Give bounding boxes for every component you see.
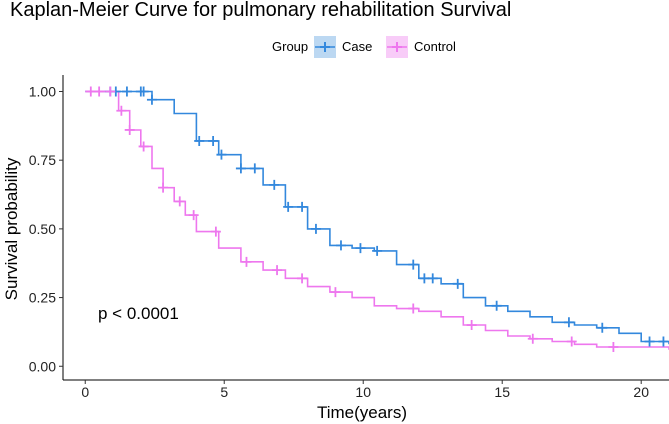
censor-mark-control-9: [210, 226, 221, 237]
chart-title: Kaplan-Meier Curve for pulmonary rehabil…: [10, 0, 511, 21]
legend-label-case: Case: [342, 39, 372, 54]
censor-mark-case-24: [597, 322, 608, 333]
y-tick-label-0.25: 0.25: [29, 290, 56, 306]
x-tick-label-10: 10: [355, 384, 371, 400]
censor-mark-case-19: [419, 273, 430, 284]
censor-mark-control-7: [174, 196, 185, 207]
y-tick-label-1: 1.00: [29, 83, 56, 99]
legend-item-case: Case: [314, 36, 372, 58]
x-tick-label-0: 0: [81, 384, 89, 400]
p-value-annotation: p < 0.0001: [98, 304, 179, 323]
censor-mark-control-1: [94, 86, 105, 97]
censor-mark-case-11: [269, 179, 280, 190]
censor-mark-control-16: [527, 333, 538, 344]
x-axis-label: Time(years): [317, 403, 407, 422]
censor-mark-case-26: [658, 336, 669, 347]
censor-mark-control-5: [138, 141, 149, 152]
censor-mark-case-18: [408, 259, 419, 270]
censor-mark-case-6: [194, 135, 205, 146]
x-tick-label-5: 5: [220, 384, 228, 400]
censor-mark-control-8: [188, 210, 199, 221]
censor-mark-case-13: [297, 201, 308, 212]
x-tick-label-20: 20: [633, 384, 649, 400]
legend-title: Group: [272, 39, 308, 54]
censor-mark-control-10: [241, 256, 252, 267]
plot-area: 0 5 10 15 20 0.00 0.25 0.50 0.75 1.00: [29, 75, 669, 400]
censor-mark-case-15: [335, 240, 346, 251]
censor-mark-control-12: [297, 273, 308, 284]
censor-mark-control-4: [124, 124, 135, 135]
censor-mark-control-11: [272, 265, 283, 276]
censor-mark-case-10: [249, 163, 260, 174]
legend-item-control: Control: [386, 36, 456, 58]
legend: Group Case Control: [272, 36, 456, 58]
censor-mark-case-16: [355, 243, 366, 254]
censor-mark-control-17: [566, 336, 577, 347]
censor-mark-control-13: [330, 287, 341, 298]
censor-mark-control-3: [116, 105, 127, 116]
censor-mark-case-2: [121, 86, 132, 97]
censor-mark-case-14: [310, 223, 321, 234]
km-curve-case: [85, 90, 669, 345]
censor-mark-control-15: [466, 320, 477, 331]
censor-mark-control-0: [85, 86, 96, 97]
censor-mark-case-7: [208, 135, 219, 146]
censor-mark-control-18: [608, 342, 619, 353]
censor-mark-case-20: [427, 273, 438, 284]
censor-mark-case-12: [283, 201, 294, 212]
censor-mark-control-6: [158, 182, 169, 193]
censor-mark-case-5: [146, 94, 157, 105]
y-axis-label: Survival probability: [2, 157, 21, 300]
censor-mark-control-14: [408, 303, 419, 314]
y-tick-label-0.5: 0.50: [29, 221, 56, 237]
legend-label-control: Control: [414, 39, 456, 54]
censor-mark-case-21: [452, 278, 463, 289]
y-tick-label-0: 0.00: [29, 358, 56, 374]
censor-mark-case-22: [491, 300, 502, 311]
censor-mark-case-25: [644, 336, 655, 347]
y-tick-label-0.75: 0.75: [29, 152, 56, 168]
censor-mark-case-9: [235, 163, 246, 174]
censor-mark-case-23: [563, 317, 574, 328]
censor-mark-case-17: [372, 245, 383, 256]
x-tick-label-15: 15: [494, 384, 510, 400]
censor-mark-control-2: [105, 86, 116, 97]
censor-mark-case-8: [216, 149, 227, 160]
censor-mark-case-4: [138, 86, 149, 97]
